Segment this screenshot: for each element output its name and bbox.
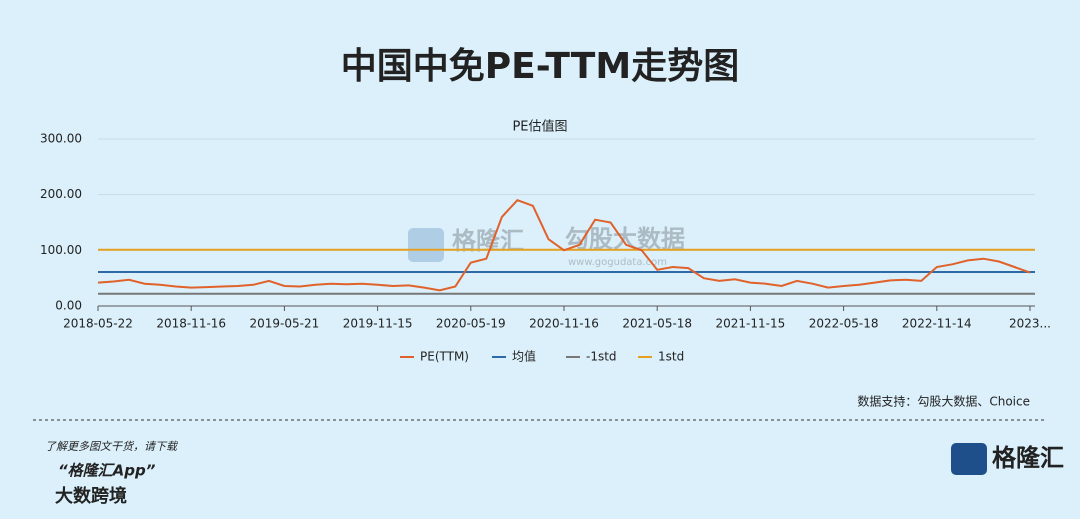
x-tick-label: 2022-05-18 [809, 317, 879, 331]
y-tick-label: 0.00 [55, 299, 82, 313]
logo-text: 格隆汇 [992, 444, 1064, 472]
x-tick-label: 2023... [1009, 317, 1051, 331]
legend-label: PE(TTM) [420, 350, 469, 364]
legend-item: -1std [566, 350, 617, 364]
watermark-icon [408, 228, 444, 262]
x-tick-label: 2021-05-18 [622, 317, 692, 331]
y-tick-label: 200.00 [40, 187, 82, 201]
x-tick-label: 2018-11-16 [156, 317, 226, 331]
line-series [97, 199, 1031, 292]
main-title: 中国中免PE-TTM走势图 [341, 46, 739, 87]
legend-label: 1std [658, 350, 684, 364]
x-tick-label: 2020-05-19 [436, 317, 506, 331]
watermark: 格隆汇 勾股大数据 www.gogudata.com [408, 225, 685, 268]
source: 数据支持：勾股大数据、Choice [857, 394, 1030, 409]
legend-label: -1std [586, 350, 617, 364]
legend-item: 1std [638, 350, 684, 364]
x-tick-label: 2020-11-16 [529, 317, 599, 331]
legend-label: 均值 [512, 349, 536, 364]
x-tick-label: 2021-11-15 [716, 317, 786, 331]
y-tick-label: 300.00 [40, 132, 82, 146]
corner-watermark: 大数跨境 [55, 485, 127, 507]
x-tick-label: 2019-11-15 [343, 317, 413, 331]
x-tick-label: 2022-11-14 [902, 317, 972, 331]
x-tick-label: 2018-05-22 [63, 317, 133, 331]
y-tick-label: 100.00 [40, 243, 82, 257]
chart-title: PE估值图 [512, 119, 567, 135]
footer-line1: 了解更多图文干货，请下载 [45, 440, 179, 453]
logo-icon [951, 443, 987, 475]
legend-item: PE(TTM) [400, 350, 469, 364]
watermark-url: www.gogudata.com [568, 257, 667, 268]
watermark-partner: 勾股大数据 [565, 225, 685, 253]
legend-item: 均值 [492, 349, 536, 364]
footer-line2: “格隆汇App” [58, 462, 156, 480]
x-tick-label: 2019-05-21 [250, 317, 320, 331]
